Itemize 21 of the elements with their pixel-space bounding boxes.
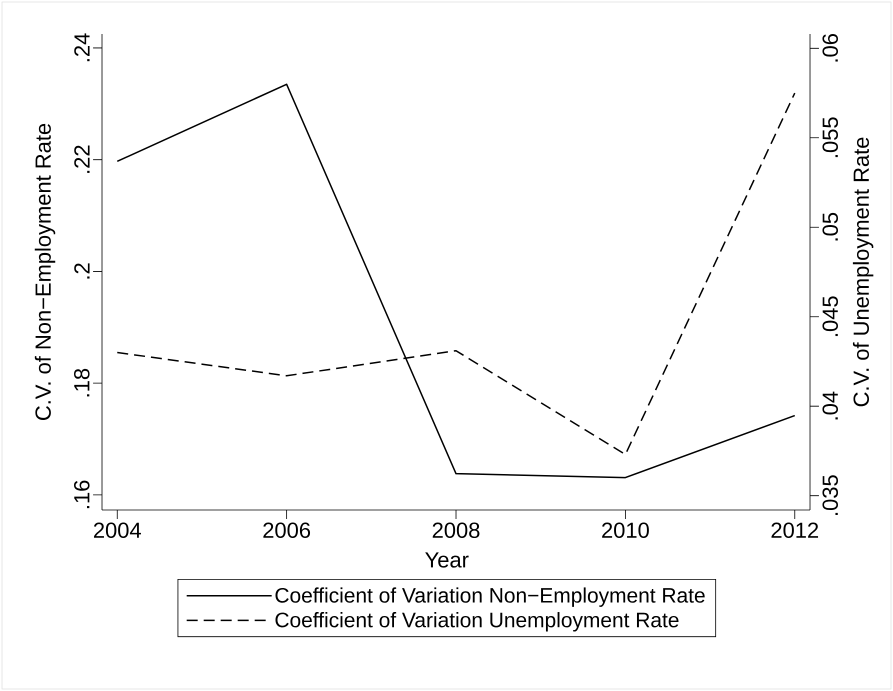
y-tick-label: .22 [74,146,90,173]
y2-tick-label: .035 [822,475,838,515]
y-tick-label: .2 [74,263,90,279]
y-tick-label: .24 [74,33,90,62]
x-tick-label: 2006 [263,522,310,538]
x-tick-label: 2008 [432,522,480,538]
y2-tick-label: .06 [822,34,838,62]
legend-label: Coefficient of Variation Unemployment Rate [275,612,679,632]
y2-tick-label: .055 [822,117,838,158]
y-tick-label: .18 [74,368,90,396]
y2-tick-label: .04 [822,392,838,420]
legend-label: Coefficient of Variation Non−Employment Rate [275,587,705,607]
x-tick-label: 2004 [94,522,141,538]
x-tick-label: 2012 [772,522,818,538]
x-tick-label: 2010 [602,522,649,538]
y2-tick-label: .05 [822,212,838,240]
y-axis-title: C.V. of Non−Employment Rate [34,124,56,420]
y-tick-label: .16 [74,480,90,508]
y2-tick-label: .045 [822,296,838,336]
y2-axis-title: C.V. of Unemployment Rate [852,138,874,406]
x-axis-title: Year [425,552,469,568]
